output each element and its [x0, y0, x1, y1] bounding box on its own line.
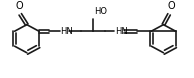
- Text: HN: HN: [61, 27, 73, 36]
- Text: HO: HO: [94, 7, 107, 16]
- Text: O: O: [167, 1, 175, 11]
- Text: O: O: [16, 1, 23, 11]
- Text: HN: HN: [115, 27, 127, 36]
